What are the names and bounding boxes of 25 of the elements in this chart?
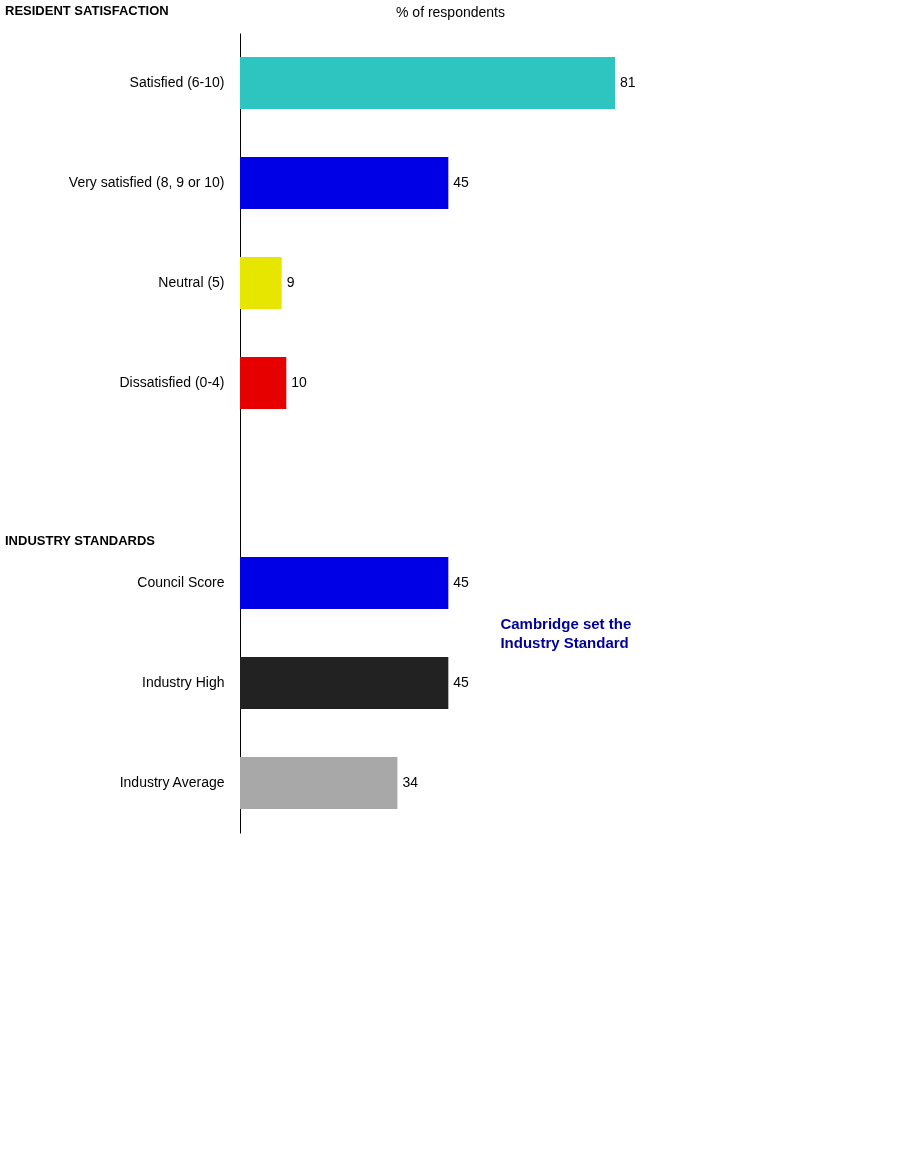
text: INDUSTRY STANDARDS: [5, 533, 156, 548]
data-label: 9: [286, 274, 295, 290]
bar: [240, 357, 287, 409]
text: RESIDENT SATISFACTION: [5, 3, 169, 18]
bar: [240, 757, 398, 809]
y-tick-label: Council Score: [137, 574, 225, 590]
x-axis-title: % of respondents: [396, 3, 505, 20]
data-label: 34: [402, 774, 419, 790]
data-label: 45: [453, 574, 470, 590]
bar: [240, 57, 615, 109]
bar: [240, 157, 449, 209]
bar: [240, 557, 449, 609]
data-label: 10: [291, 374, 308, 390]
bar: [240, 657, 449, 709]
annotation: Cambridge set the Industry Standard: [500, 615, 632, 651]
bar: [240, 257, 282, 309]
y-tick-label: Industry High: [142, 674, 225, 690]
y-tick-label: Very satisfied (8, 9 or 10): [68, 174, 225, 190]
y-tick-label: Industry Average: [119, 774, 225, 790]
y-tick-label: Dissatisfied (0-4): [119, 374, 225, 390]
y-tick-label: Neutral (5): [158, 274, 225, 290]
data-label: 81: [620, 74, 636, 90]
data-label: 45: [453, 174, 470, 190]
data-label: 45: [453, 674, 470, 690]
y-tick-label: Satisfied (6-10): [129, 74, 225, 90]
